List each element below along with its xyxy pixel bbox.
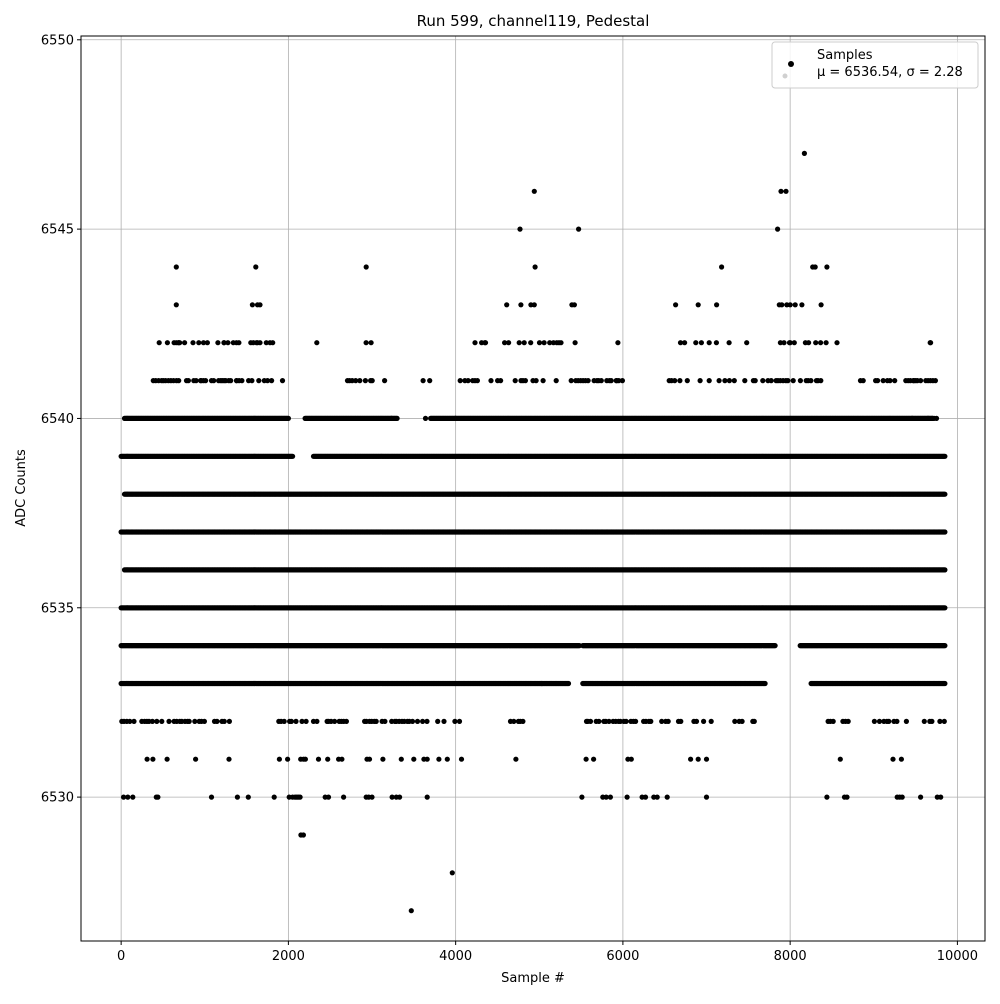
data-point — [942, 643, 947, 648]
data-point — [942, 605, 947, 610]
data-point — [942, 529, 947, 534]
data-point — [566, 681, 571, 686]
data-point — [763, 681, 768, 686]
data-point — [942, 681, 947, 686]
data-point — [942, 567, 947, 572]
data-point — [773, 643, 778, 648]
